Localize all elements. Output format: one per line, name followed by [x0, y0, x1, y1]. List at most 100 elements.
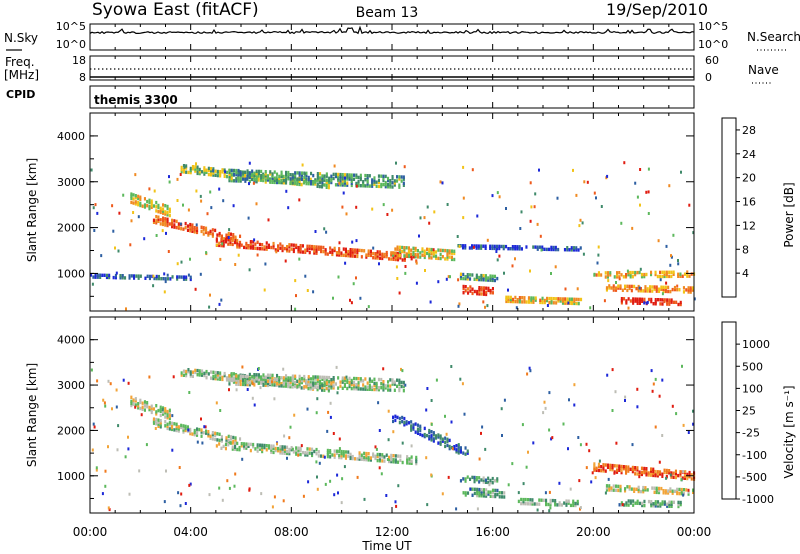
power-echo-cell: [194, 165, 197, 169]
power-echo-cell: [196, 228, 199, 232]
velocity-echo-cell: [285, 376, 288, 380]
velocity-echo-cell: [141, 405, 144, 409]
power-echo-cell: [693, 297, 696, 301]
velocity-echo-cell: [255, 375, 258, 379]
power-echo-cell: [162, 277, 165, 281]
power-echo-cell: [264, 172, 267, 176]
velocity-echo-cell: [102, 398, 105, 402]
velocity-echo-cell: [298, 379, 301, 384]
velocity-echo-cell: [227, 440, 230, 445]
power-echo-cell: [518, 296, 521, 300]
power-echo-cell: [638, 299, 641, 303]
velocity-echo-cell: [198, 373, 201, 377]
power-echo-cell: [294, 173, 297, 177]
velocity-echo-cell: [281, 445, 284, 449]
power-echo-cell: [651, 289, 654, 293]
velocity-echo-cell: [655, 490, 658, 495]
power-echo-cell: [643, 272, 646, 277]
velocity-echo-cell: [377, 377, 380, 382]
power-echo-cell: [237, 171, 240, 175]
power-echo-cell: [509, 299, 512, 304]
power-echo-cell: [239, 177, 242, 181]
velocity-echo-cell: [253, 381, 256, 385]
power-echo-cell: [260, 174, 263, 178]
velocity-echo-cell: [425, 408, 428, 412]
power-echo-cell: [153, 276, 156, 281]
velocity-echo-cell: [261, 445, 264, 450]
velocity-echo-cell: [124, 455, 127, 459]
velocity-echo-cell: [522, 497, 525, 502]
power-echo-cell: [183, 165, 186, 169]
velocity-echo-cell: [225, 436, 228, 440]
power-echo-cell: [433, 210, 436, 214]
power-echo-cell: [139, 195, 142, 199]
power-echo-cell: [491, 246, 494, 251]
power-echo-cell: [514, 245, 517, 249]
velocity-echo-cell: [629, 467, 632, 471]
velocity-echo-cell: [150, 410, 153, 415]
velocity-echo-cell: [353, 385, 356, 389]
velocity-echo-cell: [168, 414, 171, 419]
power-echo-cell: [283, 246, 286, 251]
velocity-echo-cell: [643, 466, 646, 471]
velocity-echo-cell: [531, 500, 534, 504]
power-echo-cell: [641, 297, 644, 301]
velocity-echo-cell: [605, 486, 608, 490]
velocity-echo-cell: [262, 377, 265, 381]
velocity-echo-cell: [283, 449, 286, 453]
velocity-echo-cell: [260, 375, 263, 379]
power-echo-cell: [498, 254, 501, 258]
velocity-echo-cell: [579, 506, 582, 510]
power-echo-cell: [196, 165, 199, 169]
velocity-echo-cell: [159, 413, 162, 418]
velocity-echo-cell: [617, 488, 620, 493]
power-echo-cell: [639, 203, 641, 207]
velocity-echo-cell: [461, 382, 464, 386]
power-echo-cell: [374, 254, 377, 258]
velocity-echo-cell: [279, 447, 282, 451]
velocity-echo-cell: [645, 471, 648, 475]
velocity-echo-cell: [282, 376, 285, 380]
velocity-echo-cell: [549, 502, 552, 507]
power-echo-cell: [134, 200, 137, 204]
velocity-echo-cell: [462, 477, 465, 481]
velocity-echo-cell: [267, 446, 270, 450]
power-echo-cell: [210, 206, 213, 210]
velocity-echo-cell: [414, 430, 417, 434]
velocity-echo-cell: [382, 388, 385, 392]
power-echo-cell: [478, 275, 481, 280]
velocity-echo-cell: [652, 504, 655, 508]
velocity-echo-cell: [396, 378, 399, 382]
velocity-echo-cell: [207, 372, 210, 376]
velocity-echo-cell: [294, 374, 297, 378]
velocity-echo-cell: [618, 464, 621, 468]
power-echo-cell: [484, 274, 487, 278]
power-echo-cell: [482, 300, 485, 304]
power-echo-cell: [189, 222, 192, 227]
power-echo-cell: [211, 232, 214, 236]
velocity-echo-cell: [227, 434, 230, 439]
power-echo-cell: [92, 275, 95, 279]
power-echo-cell: [139, 197, 142, 201]
velocity-echo-cell: [374, 445, 377, 449]
power-echo-cell: [662, 287, 665, 291]
velocity-echo-cell: [139, 406, 142, 411]
velocity-echo-cell: [590, 480, 593, 484]
velocity-echo-cell: [677, 502, 680, 507]
power-echo-cell: [343, 179, 346, 183]
velocity-echo-cell: [663, 502, 666, 506]
velocity-echo-cell: [211, 431, 214, 435]
power-echo-cell: [252, 246, 255, 250]
power-echo-cell: [617, 284, 620, 288]
velocity-echo-cell: [269, 381, 272, 386]
velocity-echo-cell: [338, 449, 341, 454]
velocity-echo-cell: [171, 423, 174, 427]
velocity-echo-cell: [455, 448, 458, 452]
velocity-echo-cell: [247, 442, 250, 446]
power-echo-cell: [625, 301, 628, 305]
power-echo-cell: [310, 182, 313, 186]
velocity-echo-cell: [358, 453, 361, 457]
velocity-colorbar-frame: [721, 321, 737, 500]
x-tick-label: 16:00: [475, 525, 510, 539]
